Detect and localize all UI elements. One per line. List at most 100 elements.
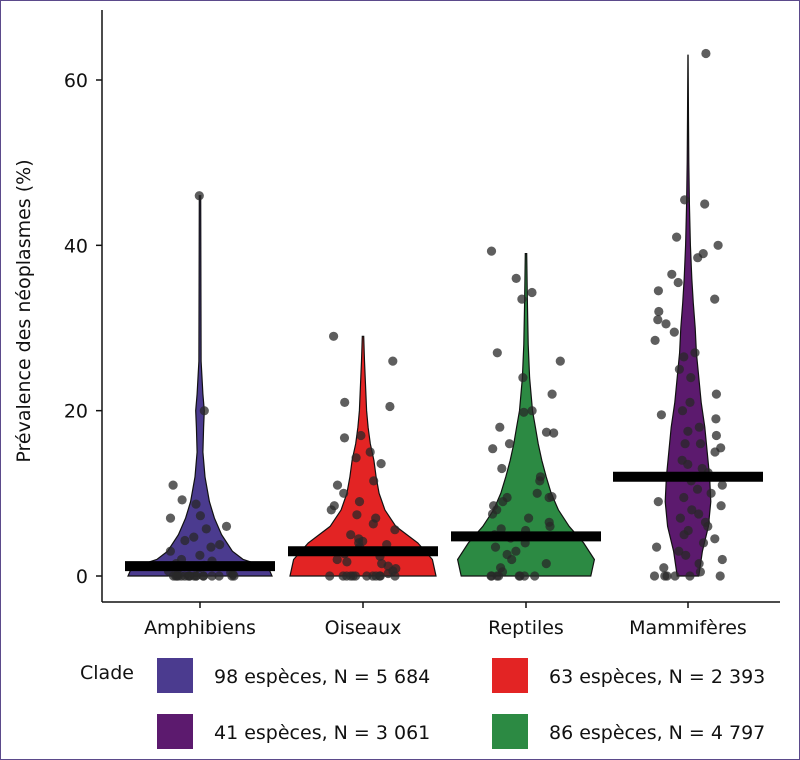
point-reptiles-12 xyxy=(541,427,552,437)
point-oiseaux-13 xyxy=(354,497,365,507)
legend-label-4: 86 espèces, N = 4 797 xyxy=(549,722,765,744)
point-mammifères-60 xyxy=(695,567,706,577)
legend-swatch-1 xyxy=(157,658,193,693)
point-mammifères-56 xyxy=(681,550,691,560)
point-mammifères-3 xyxy=(700,199,710,209)
point-amphibiens-35 xyxy=(191,571,201,581)
x-tick-label-amphibiens: Amphibiens xyxy=(144,617,256,639)
point-mammifères-49 xyxy=(703,521,713,532)
point-amphibiens-9 xyxy=(201,524,211,534)
point-reptiles-5 xyxy=(492,348,502,358)
point-reptiles-22 xyxy=(544,492,554,503)
point-amphibiens-10 xyxy=(189,532,199,542)
point-amphibiens-39 xyxy=(171,571,181,581)
point-reptiles-3 xyxy=(527,287,537,298)
point-mammifères-39 xyxy=(717,480,727,490)
point-mammifères-19 xyxy=(674,364,685,374)
x-tick-label-mammifères: Mammifères xyxy=(629,617,747,639)
point-mammifères-45 xyxy=(687,505,697,515)
point-reptiles-43 xyxy=(530,571,540,581)
legend-swatch-3 xyxy=(157,714,193,749)
point-mammifères-65 xyxy=(649,571,660,581)
point-amphibiens-2 xyxy=(199,406,209,416)
point-mammifères-22 xyxy=(685,397,695,407)
point-amphibiens-13 xyxy=(206,542,216,552)
point-mammifères-14 xyxy=(661,319,671,329)
y-axis-title: Prévalence des néoplasmes (%) xyxy=(13,159,35,462)
legend-label-2: 63 espèces, N = 2 393 xyxy=(549,666,765,688)
point-mammifères-57 xyxy=(717,554,727,565)
point-reptiles-14 xyxy=(504,439,515,449)
point-reptiles-35 xyxy=(490,542,501,552)
point-amphibiens-37 xyxy=(198,571,208,581)
point-mammifères-43 xyxy=(653,497,663,507)
point-oiseaux-48 xyxy=(390,571,400,581)
point-mammifères-58 xyxy=(694,559,704,569)
point-reptiles-16 xyxy=(497,463,507,474)
point-mammifères-2 xyxy=(680,195,690,205)
point-mammifères-54 xyxy=(652,542,662,552)
point-reptiles-2 xyxy=(511,273,521,283)
point-mammifères-10 xyxy=(653,286,664,296)
point-amphibiens-15 xyxy=(195,550,205,560)
point-reptiles-9 xyxy=(527,406,537,416)
point-reptiles-11 xyxy=(495,422,505,432)
point-reptiles-39 xyxy=(541,559,551,569)
point-oiseaux-5 xyxy=(356,430,366,441)
point-reptiles-30 xyxy=(496,524,506,534)
point-amphibiens-8 xyxy=(221,521,232,532)
point-reptiles-48 xyxy=(515,571,525,581)
x-tick-label-oiseaux: Oiseaux xyxy=(325,617,402,639)
point-mammifères-27 xyxy=(683,426,693,436)
point-mammifères-41 xyxy=(706,488,716,498)
point-oiseaux-1 xyxy=(329,331,339,341)
point-amphibiens-40 xyxy=(214,571,224,581)
point-oiseaux-7 xyxy=(365,447,375,457)
y-tick-label-60: 60 xyxy=(64,70,88,92)
point-oiseaux-46 xyxy=(375,571,385,581)
point-mammifères-15 xyxy=(669,327,679,337)
point-mammifères-32 xyxy=(710,447,720,457)
point-mammifères-11 xyxy=(710,294,720,304)
point-reptiles-15 xyxy=(488,444,498,454)
point-reptiles-36 xyxy=(511,546,521,556)
point-reptiles-7 xyxy=(518,373,528,383)
point-mammifères-8 xyxy=(667,269,677,279)
point-oiseaux-18 xyxy=(368,519,378,529)
point-reptiles-10 xyxy=(519,407,529,417)
point-reptiles-29 xyxy=(545,521,555,532)
point-mammifères-9 xyxy=(673,277,683,288)
point-reptiles-4 xyxy=(517,294,527,304)
point-mammifères-64 xyxy=(670,571,680,581)
point-oiseaux-16 xyxy=(352,510,362,520)
legend-title: Clade xyxy=(80,662,134,684)
point-reptiles-49 xyxy=(487,571,497,581)
point-oiseaux-20 xyxy=(346,530,356,540)
violins-layer xyxy=(127,54,712,577)
point-reptiles-8 xyxy=(547,389,557,399)
point-amphibiens-12 xyxy=(215,540,225,550)
point-mammifères-23 xyxy=(677,406,688,416)
legend: Clade 98 espèces, N = 5 684 63 espèces, … xyxy=(80,658,765,749)
medians-layer xyxy=(125,471,763,572)
point-mammifères-5 xyxy=(713,240,723,250)
point-amphibiens-5 xyxy=(191,499,201,509)
point-oiseaux-31 xyxy=(342,557,352,567)
point-mammifères-20 xyxy=(686,373,696,383)
point-mammifères-40 xyxy=(692,484,703,494)
point-oiseaux-12 xyxy=(339,488,349,498)
point-mammifères-62 xyxy=(662,571,672,581)
point-amphibiens-11 xyxy=(180,535,190,546)
axes xyxy=(101,10,780,603)
point-amphibiens-34 xyxy=(229,571,239,581)
point-mammifères-12 xyxy=(654,306,664,317)
point-mammifères-26 xyxy=(694,422,704,432)
point-oiseaux-2 xyxy=(388,356,398,366)
point-reptiles-27 xyxy=(524,513,534,523)
point-mammifères-18 xyxy=(679,352,689,362)
point-oiseaux-6 xyxy=(339,433,350,443)
point-oiseaux-19 xyxy=(390,525,400,535)
point-reptiles-26 xyxy=(487,509,498,519)
legend-label-1: 98 espèces, N = 5 684 xyxy=(214,666,430,688)
point-reptiles-1 xyxy=(486,246,497,256)
